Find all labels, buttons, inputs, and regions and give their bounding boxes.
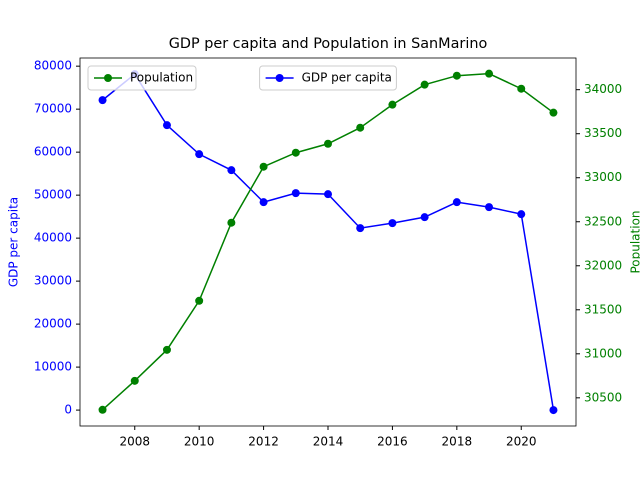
y2-tick-label: 33500 bbox=[584, 126, 622, 140]
point bbox=[388, 100, 397, 109]
y2-axis-label: Population bbox=[629, 210, 640, 273]
y2-tick-label: 32000 bbox=[584, 258, 622, 272]
legend-label: GDP per capita bbox=[302, 71, 392, 85]
y2-tick-label: 32500 bbox=[584, 214, 622, 228]
y2-tick-label: 30500 bbox=[584, 390, 622, 404]
legend-box bbox=[259, 65, 397, 91]
y-axis-label: GDP per capita bbox=[7, 197, 21, 287]
point bbox=[324, 139, 332, 148]
point bbox=[98, 405, 107, 414]
point bbox=[549, 108, 558, 117]
point bbox=[162, 345, 171, 354]
y-tick-label: 30000 bbox=[34, 274, 72, 288]
point bbox=[549, 406, 558, 415]
y2-tick-label: 34000 bbox=[584, 82, 622, 96]
x-tick-label: 2012 bbox=[248, 435, 279, 449]
x-tick-label: 2008 bbox=[119, 435, 150, 449]
point bbox=[356, 123, 365, 132]
y-tick-label: 20000 bbox=[34, 317, 72, 331]
legend-label: Population bbox=[130, 71, 193, 85]
point bbox=[162, 121, 171, 130]
point bbox=[195, 296, 204, 305]
point bbox=[485, 203, 494, 212]
point bbox=[388, 219, 397, 228]
y-tick-label: 80000 bbox=[34, 59, 72, 73]
legend-marker bbox=[104, 74, 112, 82]
point bbox=[452, 198, 461, 207]
point bbox=[420, 80, 429, 89]
y-tick-label: 40000 bbox=[34, 231, 72, 245]
point bbox=[291, 189, 300, 198]
axes-frame bbox=[79, 57, 577, 427]
point bbox=[517, 84, 526, 93]
x-tick-label: 2016 bbox=[377, 435, 408, 449]
x-tick-label: 2010 bbox=[184, 435, 215, 449]
point bbox=[452, 71, 461, 80]
y-tick-label: 50000 bbox=[34, 188, 72, 202]
point bbox=[420, 213, 429, 222]
point bbox=[259, 198, 268, 207]
y2-tick-label: 31500 bbox=[584, 302, 622, 316]
point bbox=[324, 190, 332, 199]
x-tick-label: 2018 bbox=[442, 435, 473, 449]
y2-tick-label: 33000 bbox=[584, 170, 622, 184]
point bbox=[259, 162, 268, 171]
chart-title: GDP per capita and Population in SanMari… bbox=[169, 36, 488, 52]
point bbox=[98, 96, 107, 105]
point bbox=[485, 69, 494, 78]
point bbox=[291, 148, 300, 157]
x-tick-label: 2014 bbox=[313, 435, 344, 449]
y-tick-label: 0 bbox=[64, 403, 72, 417]
point bbox=[130, 376, 139, 385]
point bbox=[195, 150, 204, 159]
y2-tick-label: 31000 bbox=[584, 346, 622, 360]
point bbox=[356, 224, 365, 233]
y-tick-label: 60000 bbox=[34, 145, 72, 159]
point bbox=[227, 218, 236, 227]
y-tick-label: 10000 bbox=[34, 360, 72, 374]
point bbox=[227, 166, 236, 175]
y-tick-label: 70000 bbox=[34, 102, 72, 116]
legend-box bbox=[87, 65, 197, 91]
x-tick-label: 2020 bbox=[506, 435, 537, 449]
legend-marker bbox=[275, 74, 284, 82]
point bbox=[517, 210, 526, 219]
